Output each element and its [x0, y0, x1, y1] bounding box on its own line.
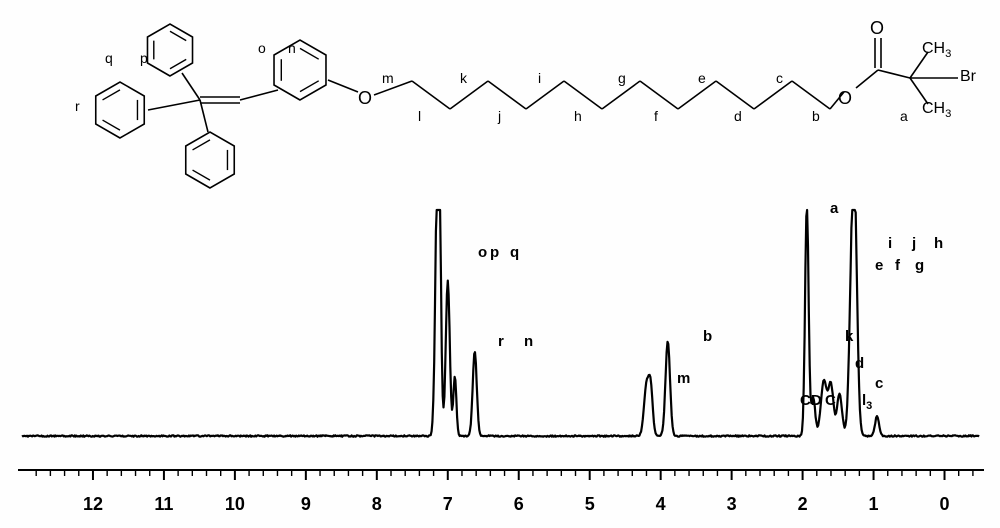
axis-tick-label: 2	[798, 494, 808, 515]
molecule-structure	[0, 0, 1000, 200]
axis-tick-label: 11	[154, 494, 173, 515]
axis-tick-label: 8	[372, 494, 382, 515]
figure-root: { "figure": { "width": 1000, "height": 5…	[0, 0, 1000, 528]
axis-tick-label: 1	[869, 494, 879, 515]
axis-tick-label: 5	[585, 494, 595, 515]
axis-tick-label: 6	[514, 494, 524, 515]
axis-tick-label: 9	[301, 494, 311, 515]
axis-tick-label: 12	[83, 494, 103, 515]
axis-tick-label: 3	[727, 494, 737, 515]
axis-tick-label: 10	[225, 494, 245, 515]
axis-tick-label: 0	[940, 494, 950, 515]
axis-tick-label: 4	[656, 494, 666, 515]
axis-tick-label: 7	[443, 494, 453, 515]
